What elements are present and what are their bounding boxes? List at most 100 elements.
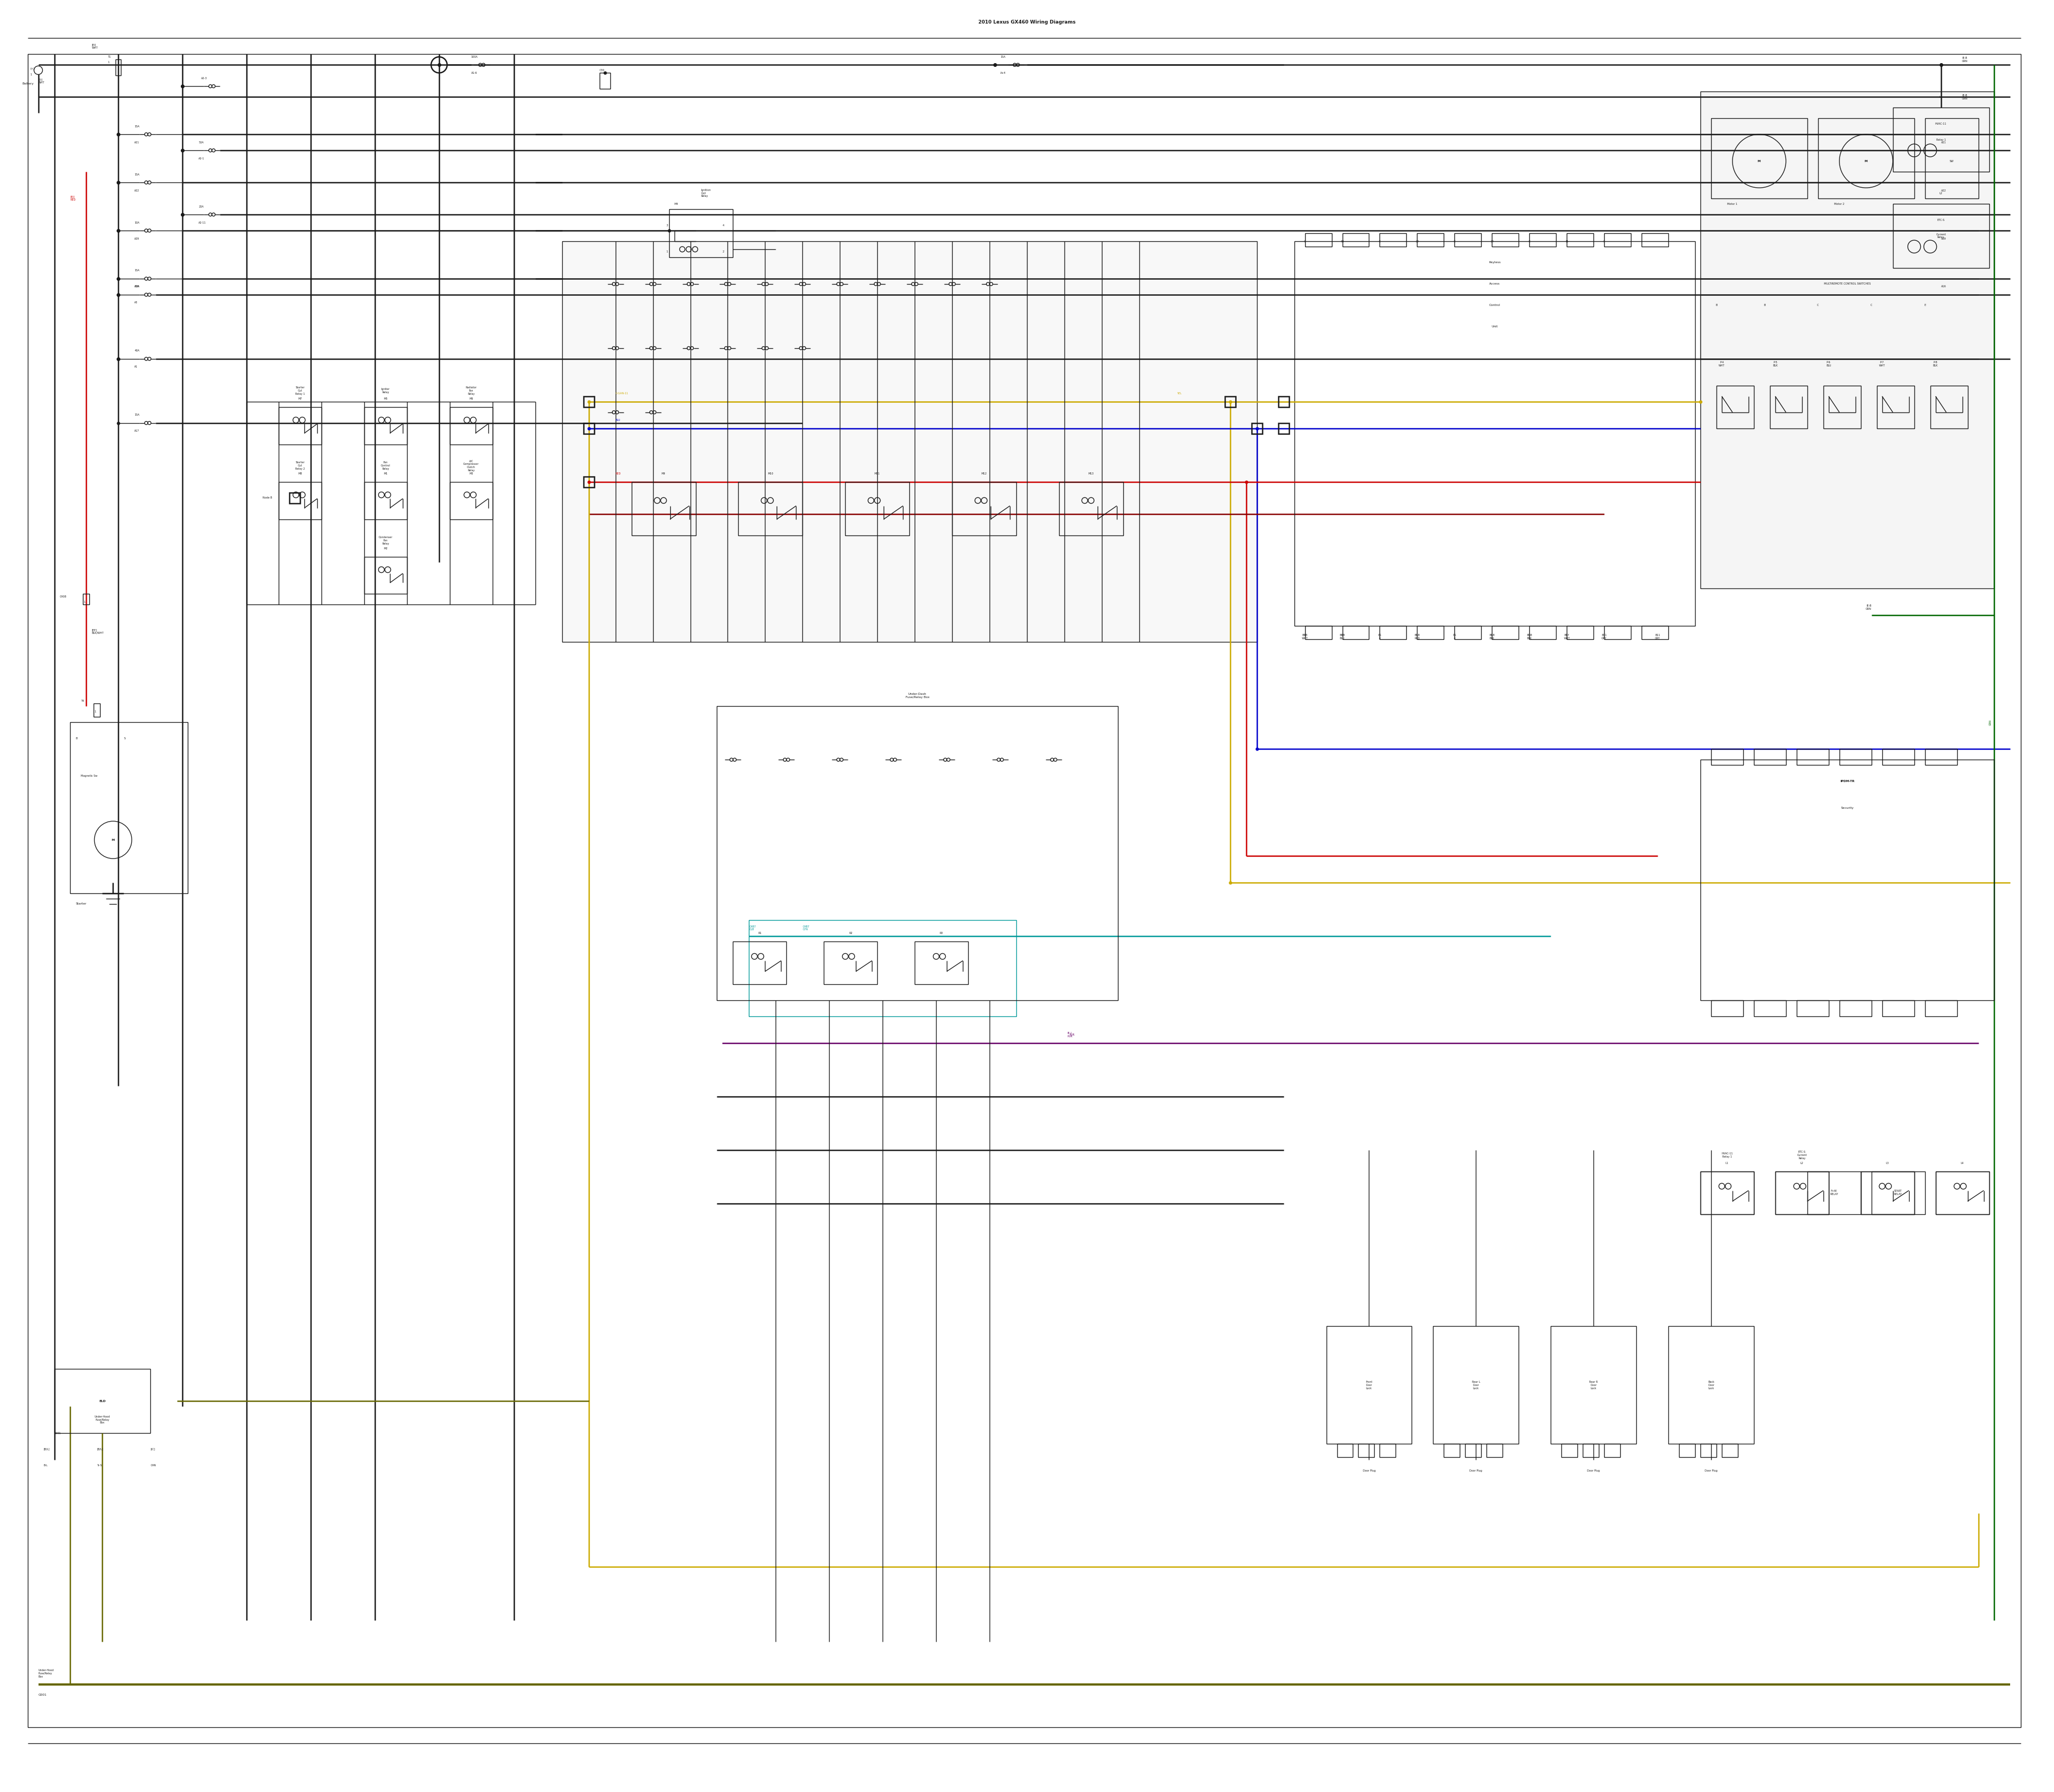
Text: G001: G001: [39, 1693, 47, 1697]
Bar: [1641, 625, 1668, 640]
Text: A16: A16: [134, 285, 140, 289]
Text: A21: A21: [1941, 142, 1947, 143]
Text: Control: Control: [1489, 305, 1499, 306]
Text: F+W
RELAY: F+W RELAY: [1830, 1190, 1838, 1195]
Text: R1: R1: [758, 932, 762, 935]
Text: Starter
Cut
Relay 1: Starter Cut Relay 1: [296, 387, 304, 396]
Text: L4: L4: [1962, 1161, 1964, 1165]
Bar: [1701, 1172, 1754, 1213]
Bar: [1561, 1444, 1577, 1457]
Text: A22: A22: [1941, 190, 1947, 192]
Text: Motor 1: Motor 1: [1727, 202, 1738, 204]
Bar: [1380, 233, 1407, 247]
Bar: [1491, 625, 1518, 640]
Text: 30A: 30A: [134, 285, 140, 289]
Bar: [1530, 625, 1557, 640]
Text: IE-B
GRN: IE-B GRN: [1962, 93, 1968, 100]
Bar: [717, 706, 1117, 1000]
Text: Under-Hood
Fuse/Relay
Box: Under-Hood Fuse/Relay Box: [94, 1416, 111, 1425]
Text: C30: C30: [600, 68, 604, 72]
Text: R2: R2: [848, 932, 852, 935]
Text: L3: L3: [1886, 1161, 1890, 1165]
Text: Access: Access: [1489, 283, 1499, 285]
Text: M12: M12: [982, 473, 988, 475]
Text: 10: 10: [1341, 240, 1343, 242]
Bar: [1925, 118, 1978, 199]
Bar: [1797, 749, 1828, 765]
Bar: [279, 407, 322, 444]
Bar: [70, 722, 187, 894]
Text: M3: M3: [468, 473, 472, 475]
Text: 10A: 10A: [134, 220, 140, 224]
Text: M7: M7: [298, 398, 302, 400]
Text: IE-B
GRN: IE-B GRN: [1865, 604, 1871, 611]
Text: Keyless: Keyless: [1489, 262, 1501, 263]
Text: 15A: 15A: [134, 414, 140, 416]
Text: R3: R3: [941, 932, 943, 935]
Bar: [750, 919, 1017, 1016]
Bar: [1358, 1444, 1374, 1457]
Bar: [1701, 1172, 1754, 1213]
Text: [EE]
BLK/WHT: [EE] BLK/WHT: [92, 629, 105, 634]
Text: Unit: Unit: [1491, 326, 1497, 328]
Text: Starter: Starter: [76, 903, 86, 905]
Text: 22: 22: [1415, 240, 1419, 242]
Text: C-GAN-11: C-GAN-11: [616, 392, 629, 394]
Bar: [1584, 1444, 1598, 1457]
Bar: [1894, 204, 1988, 269]
Bar: [1417, 233, 1444, 247]
Text: B11
GRY: B11 GRY: [1656, 634, 1660, 640]
Bar: [1278, 423, 1288, 434]
Text: BRY
WHT: BRY WHT: [1563, 634, 1569, 640]
Text: P-6
BLU: P-6 BLU: [1826, 362, 1832, 367]
Text: ETC-S
Current
Relay: ETC-S Current Relay: [1797, 1150, 1808, 1159]
Bar: [1337, 1444, 1354, 1457]
Bar: [364, 407, 407, 444]
Bar: [1935, 1172, 1988, 1213]
Bar: [737, 482, 803, 536]
Text: C4N: C4N: [150, 1464, 156, 1466]
Text: [EI]
WHT: [EI] WHT: [39, 79, 45, 84]
Bar: [1797, 1000, 1828, 1016]
Text: Radiator
Fan
Relay: Radiator Fan Relay: [466, 387, 477, 396]
Text: PUR: PUR: [1070, 1034, 1074, 1036]
Text: B11
GRY: B11 GRY: [1602, 634, 1606, 640]
Bar: [1060, 482, 1124, 536]
Text: A29: A29: [1941, 237, 1947, 240]
Bar: [1931, 385, 1968, 428]
Text: GRN: GRN: [1988, 719, 1992, 726]
Text: BRB
RED: BRB RED: [1415, 634, 1419, 640]
Bar: [1304, 233, 1331, 247]
Bar: [1454, 625, 1481, 640]
Text: Rear L
Door
Lock: Rear L Door Lock: [1473, 1380, 1481, 1389]
Text: Battery: Battery: [23, 82, 33, 84]
Text: M: M: [1758, 159, 1760, 163]
Text: 15A: 15A: [1000, 56, 1004, 57]
Bar: [1380, 625, 1407, 640]
Text: A2-11: A2-11: [199, 220, 205, 224]
Bar: [1861, 1172, 1914, 1213]
Text: M: M: [111, 839, 115, 840]
Bar: [1701, 294, 1994, 590]
Text: A29: A29: [134, 237, 140, 240]
Text: A22: A22: [134, 190, 140, 192]
Bar: [1771, 385, 1808, 428]
Text: M8: M8: [298, 473, 302, 475]
Bar: [1454, 233, 1481, 247]
Bar: [1701, 760, 1994, 1000]
Text: IE-J
PUR: IE-J PUR: [1068, 1032, 1072, 1038]
Bar: [1567, 625, 1594, 640]
Text: A3: A3: [134, 301, 138, 305]
Bar: [1444, 1444, 1460, 1457]
Text: 100A: 100A: [470, 56, 479, 57]
Bar: [115, 59, 121, 75]
Bar: [1808, 1172, 1861, 1213]
Text: Condenser
Fan
Relay: Condenser Fan Relay: [378, 536, 392, 545]
Bar: [1925, 749, 1957, 765]
Text: P-8
BLK: P-8 BLK: [1933, 362, 1939, 367]
Bar: [1417, 625, 1444, 640]
Text: A17: A17: [134, 430, 140, 432]
Text: IPDM-TR: IPDM-TR: [1840, 780, 1855, 783]
Bar: [824, 941, 877, 984]
Bar: [290, 493, 300, 504]
